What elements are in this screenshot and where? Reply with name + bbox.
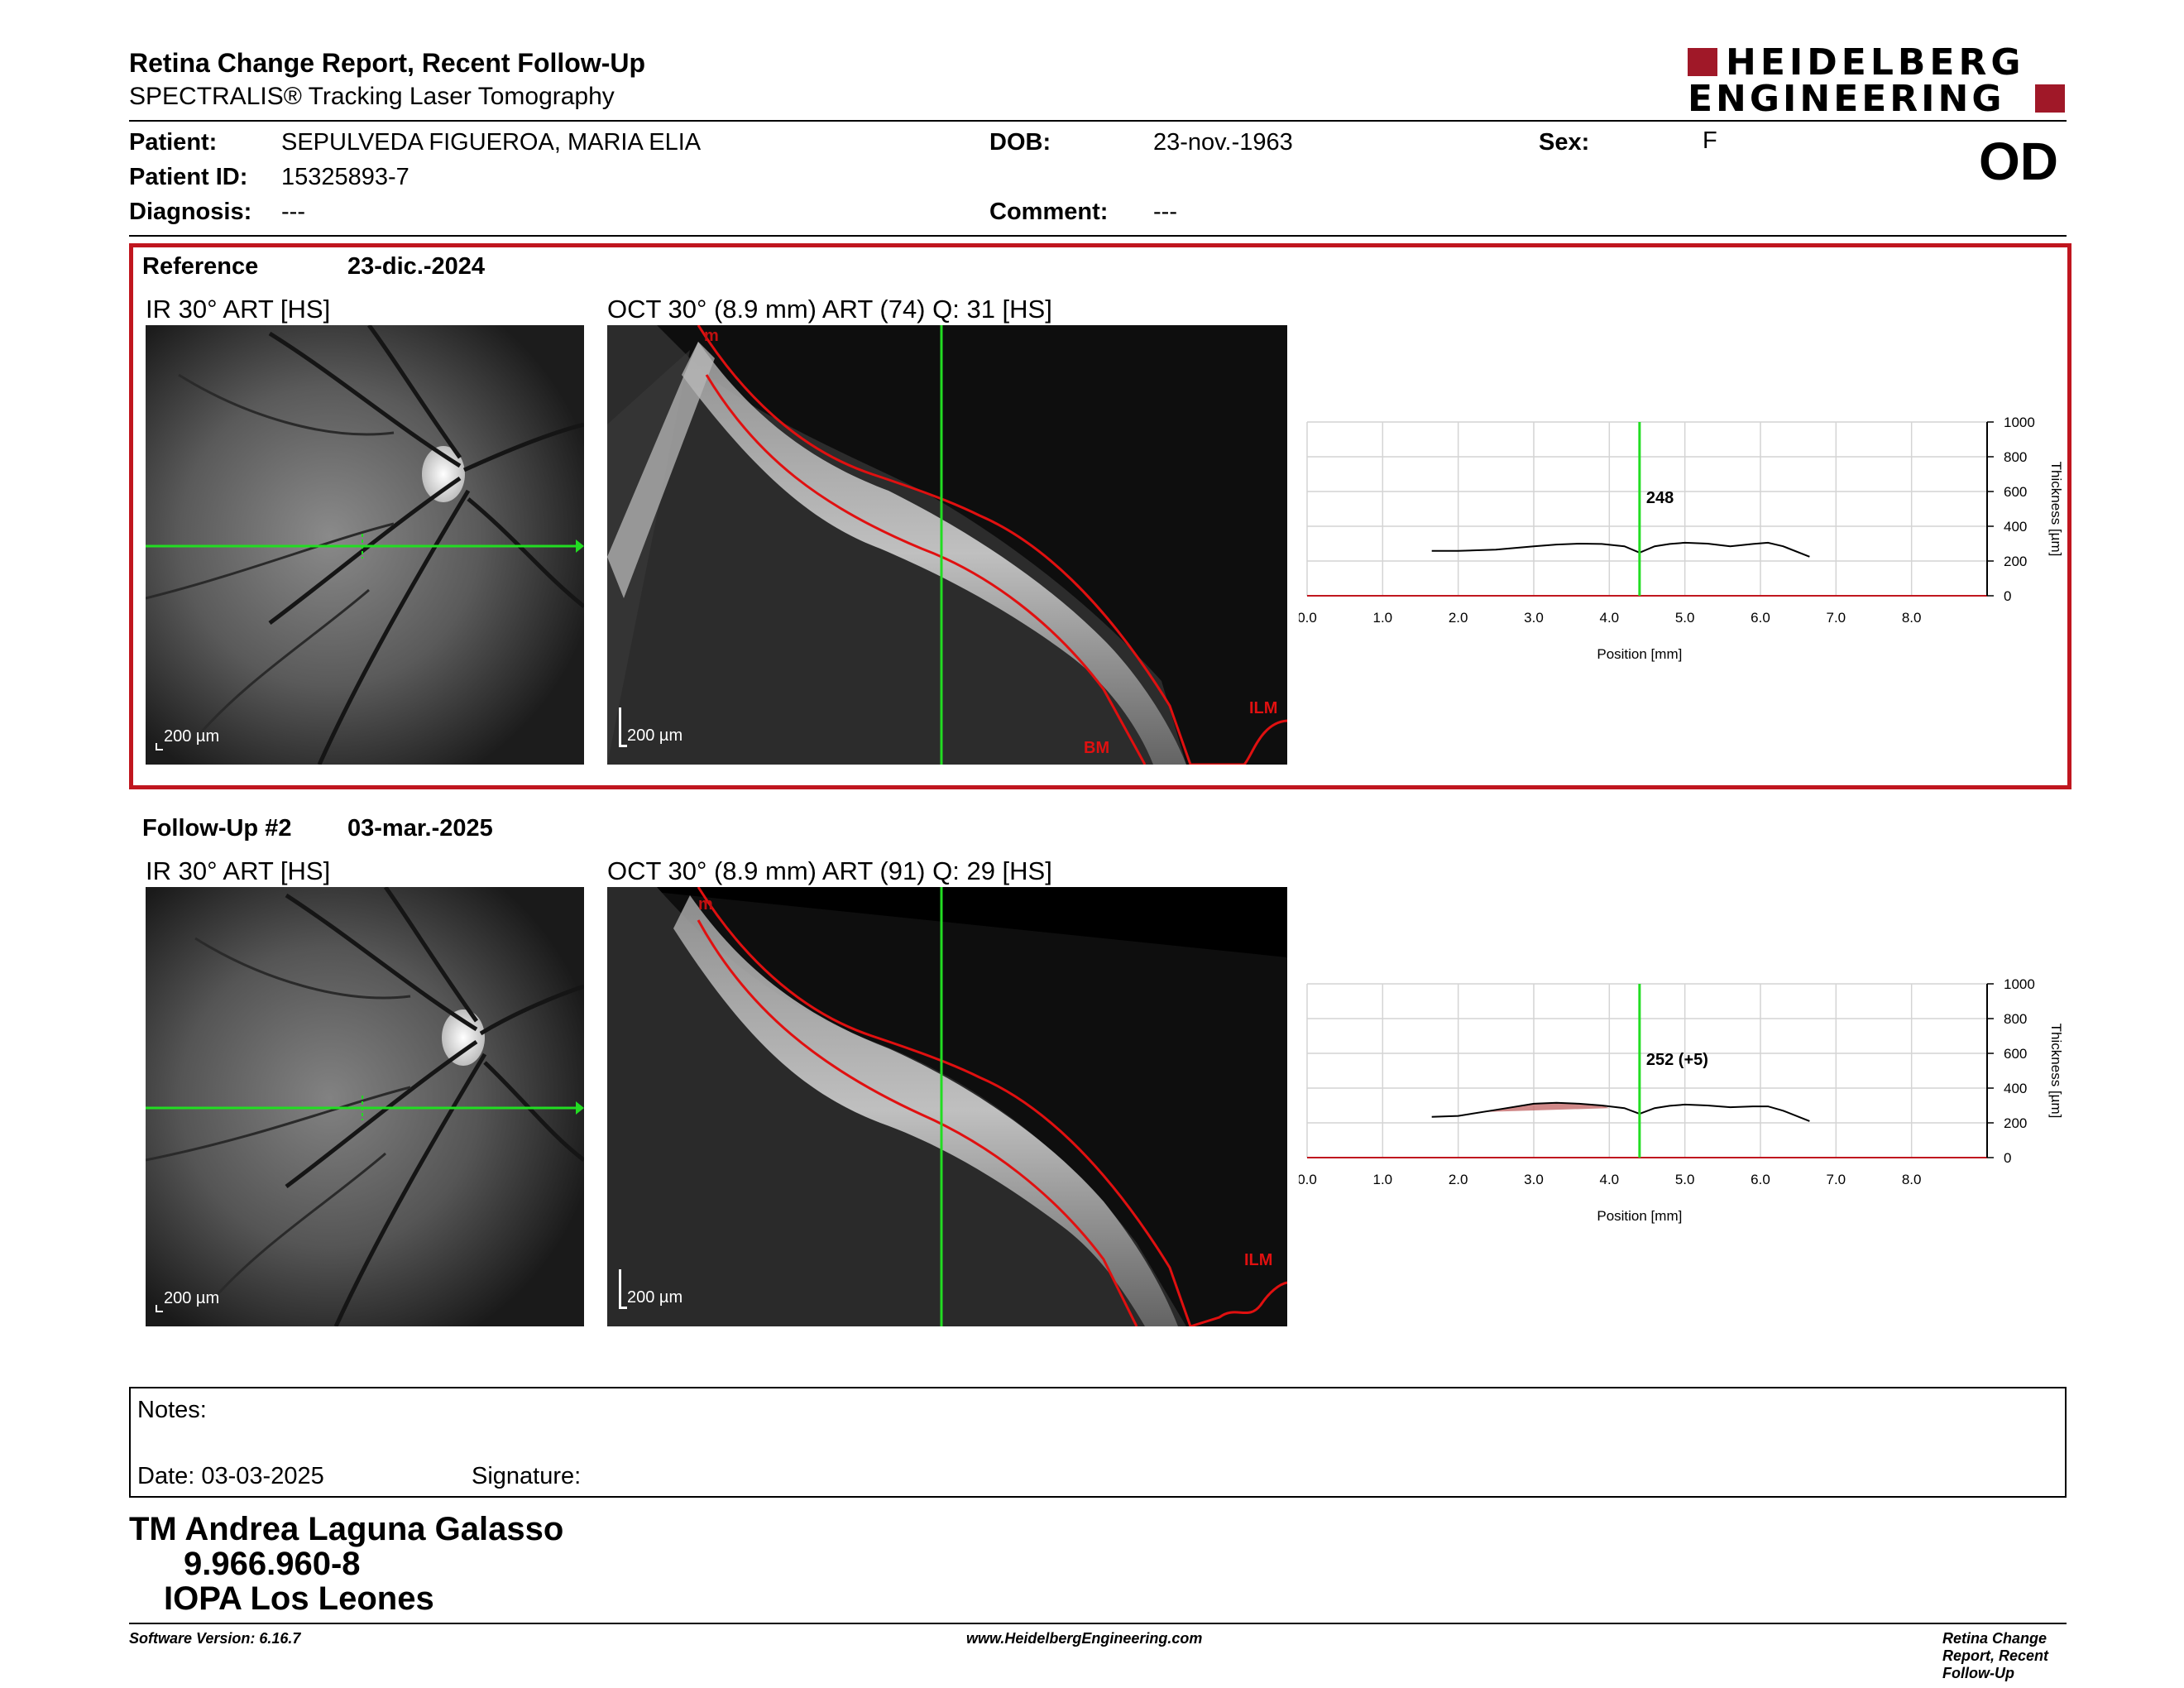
- notes-date: Date: 03-03-2025: [137, 1463, 324, 1489]
- y-tick-label: 0: [2004, 588, 2011, 604]
- reference-frame: [129, 243, 2071, 789]
- followup-top-layer-label: m: [698, 895, 713, 914]
- followup-ir-scale: 200 µm: [164, 1289, 220, 1307]
- reference-oct-title: OCT 30° (8.9 mm) ART (74) Q: 31 [HS]: [607, 295, 1052, 324]
- reference-ir-title: IR 30° ART [HS]: [146, 295, 331, 324]
- y-tick-label: 0: [2004, 1150, 2011, 1166]
- x-tick-label: 3.0: [1524, 1172, 1544, 1187]
- x-tick-label: 7.0: [1827, 1172, 1846, 1187]
- y-tick-label: 200: [2004, 554, 2027, 569]
- x-tick-label: 2.0: [1449, 610, 1468, 626]
- x-tick-label: 0.0: [1299, 610, 1317, 626]
- footer-website[interactable]: www.HeidelbergEngineering.com: [966, 1630, 1203, 1647]
- followup-date: 03-mar.-2025: [347, 815, 493, 842]
- x-tick-label: 3.0: [1524, 610, 1544, 626]
- notes-label: Notes:: [137, 1397, 207, 1423]
- eye-indicator: OD: [1979, 132, 2058, 191]
- y-tick-label: 400: [2004, 519, 2027, 535]
- followup-oct-scale: 200 µm: [627, 1288, 683, 1307]
- x-tick-label: 8.0: [1902, 1172, 1922, 1187]
- scale-bar-icon: [156, 743, 163, 750]
- followup-thickness-chart: 0.0 1.0 2.0 3.0 4.0 5.0 6.0 7.0 8.0 0 200 400 600 800…: [1299, 976, 2064, 1224]
- signature-institution: IOPA Los Leones: [164, 1580, 434, 1617]
- signature-name: TM Andrea Laguna Galasso: [129, 1511, 564, 1547]
- scale-bar-icon: [619, 1269, 627, 1309]
- reference-ir-image: 200 µm: [146, 325, 584, 765]
- x-tick-label: 4.0: [1600, 610, 1620, 626]
- x-tick-label: 5.0: [1675, 610, 1695, 626]
- y-axis-label: Thickness [µm]: [2048, 1024, 2064, 1119]
- y-axis-label: Thickness [µm]: [2048, 462, 2064, 557]
- followup-oct-image: m ILM 200 µm: [607, 887, 1287, 1326]
- sex-label: Sex:: [1539, 129, 1590, 156]
- reference-label: Reference: [142, 253, 259, 280]
- report-subtitle: SPECTRALIS® Tracking Laser Tomography: [129, 83, 615, 110]
- followup-ilm-label: ILM: [1244, 1251, 1273, 1269]
- x-tick-label: 2.0: [1449, 1172, 1468, 1187]
- reference-top-layer-label: m: [704, 327, 719, 345]
- patient-label: Patient:: [129, 129, 218, 156]
- dob-label: DOB:: [989, 129, 1051, 156]
- y-tick-label: 1000: [2004, 415, 2035, 430]
- diagnosis-label: Diagnosis:: [129, 199, 252, 225]
- x-tick-label: 6.0: [1751, 610, 1770, 626]
- followup-ir-image: 200 µm: [146, 887, 584, 1326]
- comment-value: ---: [1153, 199, 1177, 225]
- x-tick-label: 1.0: [1373, 610, 1393, 626]
- x-tick-label: 7.0: [1827, 610, 1846, 626]
- followup-ir-title: IR 30° ART [HS]: [146, 856, 331, 885]
- thickness-series-line: [1431, 1101, 1810, 1122]
- y-tick-label: 800: [2004, 449, 2027, 465]
- y-tick-label: 600: [2004, 1046, 2027, 1062]
- y-tick-label: 800: [2004, 1011, 2027, 1027]
- dob-value: 23-nov.-1963: [1153, 129, 1293, 156]
- patient-name: SEPULVEDA FIGUEROA, MARIA ELIA: [281, 129, 702, 156]
- patient-id-label: Patient ID:: [129, 164, 248, 190]
- reference-ilm-label: ILM: [1249, 699, 1278, 717]
- x-tick-label: 5.0: [1675, 1172, 1695, 1187]
- report-title: Retina Change Report, Recent Follow-Up: [129, 48, 646, 78]
- reference-thickness-chart: 0.0 1.0 2.0 3.0 4.0 5.0 6.0 7.0 8.0 0 200 400 600 800…: [1299, 415, 2064, 662]
- footer-report-name: Retina Change Report, Recent Follow-Up: [1942, 1630, 2049, 1681]
- footer-software-version: Software Version: 6.16.7: [129, 1630, 301, 1647]
- notes-box[interactable]: Notes: Date: 03-03-2025 Signature:: [129, 1387, 2067, 1498]
- signature-label: Signature:: [472, 1463, 582, 1489]
- cursor-value-label: 252 (+5): [1646, 1051, 1708, 1069]
- x-tick-label: 1.0: [1373, 1172, 1393, 1187]
- x-axis-label: Position [mm]: [1597, 646, 1682, 662]
- y-tick-label: 400: [2004, 1081, 2027, 1096]
- thickness-series-line: [1431, 541, 1810, 558]
- reference-oct-image: m ILM BM 200 µm: [607, 325, 1287, 765]
- diagnosis-value: ---: [281, 199, 305, 225]
- reference-oct-scale: 200 µm: [627, 727, 683, 745]
- reference-date: 23-dic.-2024: [347, 253, 486, 280]
- followup-oct-title: OCT 30° (8.9 mm) ART (91) Q: 29 [HS]: [607, 856, 1052, 885]
- x-tick-label: 4.0: [1600, 1172, 1620, 1187]
- x-tick-label: 8.0: [1902, 610, 1922, 626]
- comment-label: Comment:: [989, 199, 1109, 225]
- scale-bar-icon: [619, 707, 627, 747]
- x-axis-label: Position [mm]: [1597, 1208, 1682, 1224]
- heidelberg-logo: HEIDELBERG ENGINEERING: [1688, 41, 2068, 120]
- patient-id: 15325893-7: [281, 164, 410, 190]
- sex-value: F: [1703, 127, 1717, 154]
- x-tick-label: 6.0: [1751, 1172, 1770, 1187]
- signature-id: 9.966.960-8: [184, 1546, 361, 1582]
- y-tick-label: 1000: [2004, 976, 2035, 992]
- cursor-value-label: 248: [1646, 489, 1674, 507]
- x-tick-label: 0.0: [1299, 1172, 1317, 1187]
- reference-ir-scale: 200 µm: [164, 727, 220, 746]
- followup-label: Follow-Up #2: [142, 815, 292, 842]
- y-tick-label: 200: [2004, 1115, 2027, 1131]
- y-tick-label: 600: [2004, 484, 2027, 500]
- reference-bm-label: BM: [1084, 739, 1110, 757]
- thickness-change-area: [1481, 1102, 1610, 1112]
- scale-bar-icon: [156, 1305, 163, 1312]
